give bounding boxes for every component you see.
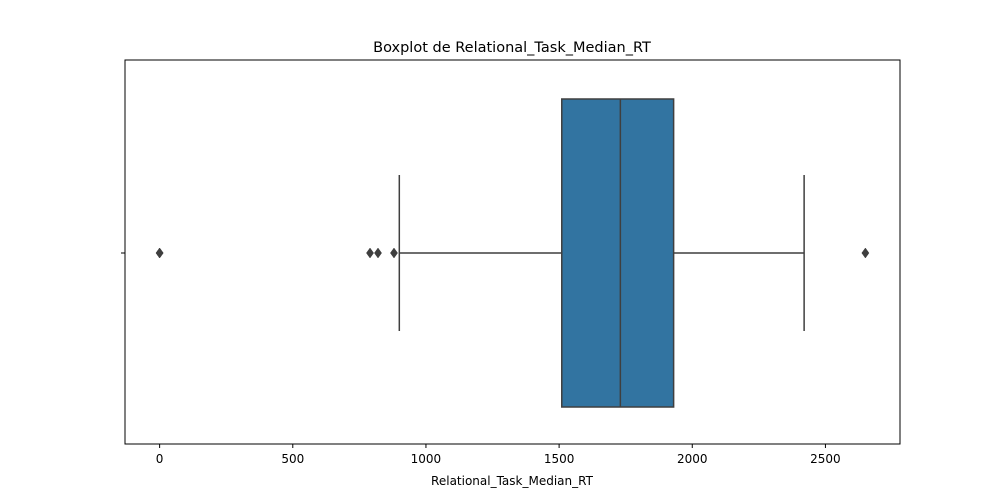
outlier-point bbox=[374, 247, 382, 259]
outlier-point bbox=[390, 247, 398, 259]
outlier-point bbox=[155, 247, 164, 259]
x-tick-label: 0 bbox=[156, 452, 164, 466]
plot-area bbox=[124, 59, 901, 445]
x-tick-label: 2000 bbox=[677, 452, 708, 466]
outlier-point bbox=[366, 247, 374, 259]
x-tick-label: 500 bbox=[281, 452, 304, 466]
plot-frame bbox=[124, 59, 901, 445]
x-tick-label: 1500 bbox=[544, 452, 575, 466]
x-axis-label: Relational_Task_Median_RT bbox=[431, 474, 594, 488]
x-axis: 0 500 1000 1500 2000 2500 bbox=[156, 444, 841, 466]
outlier-point bbox=[861, 247, 870, 259]
boxplot-marks bbox=[155, 98, 870, 408]
chart-title: Boxplot de Relational_Task_Median_RT bbox=[373, 40, 651, 56]
x-tick-label: 2500 bbox=[810, 452, 841, 466]
x-tick-label: 1000 bbox=[411, 452, 442, 466]
iqr-box bbox=[561, 98, 675, 408]
